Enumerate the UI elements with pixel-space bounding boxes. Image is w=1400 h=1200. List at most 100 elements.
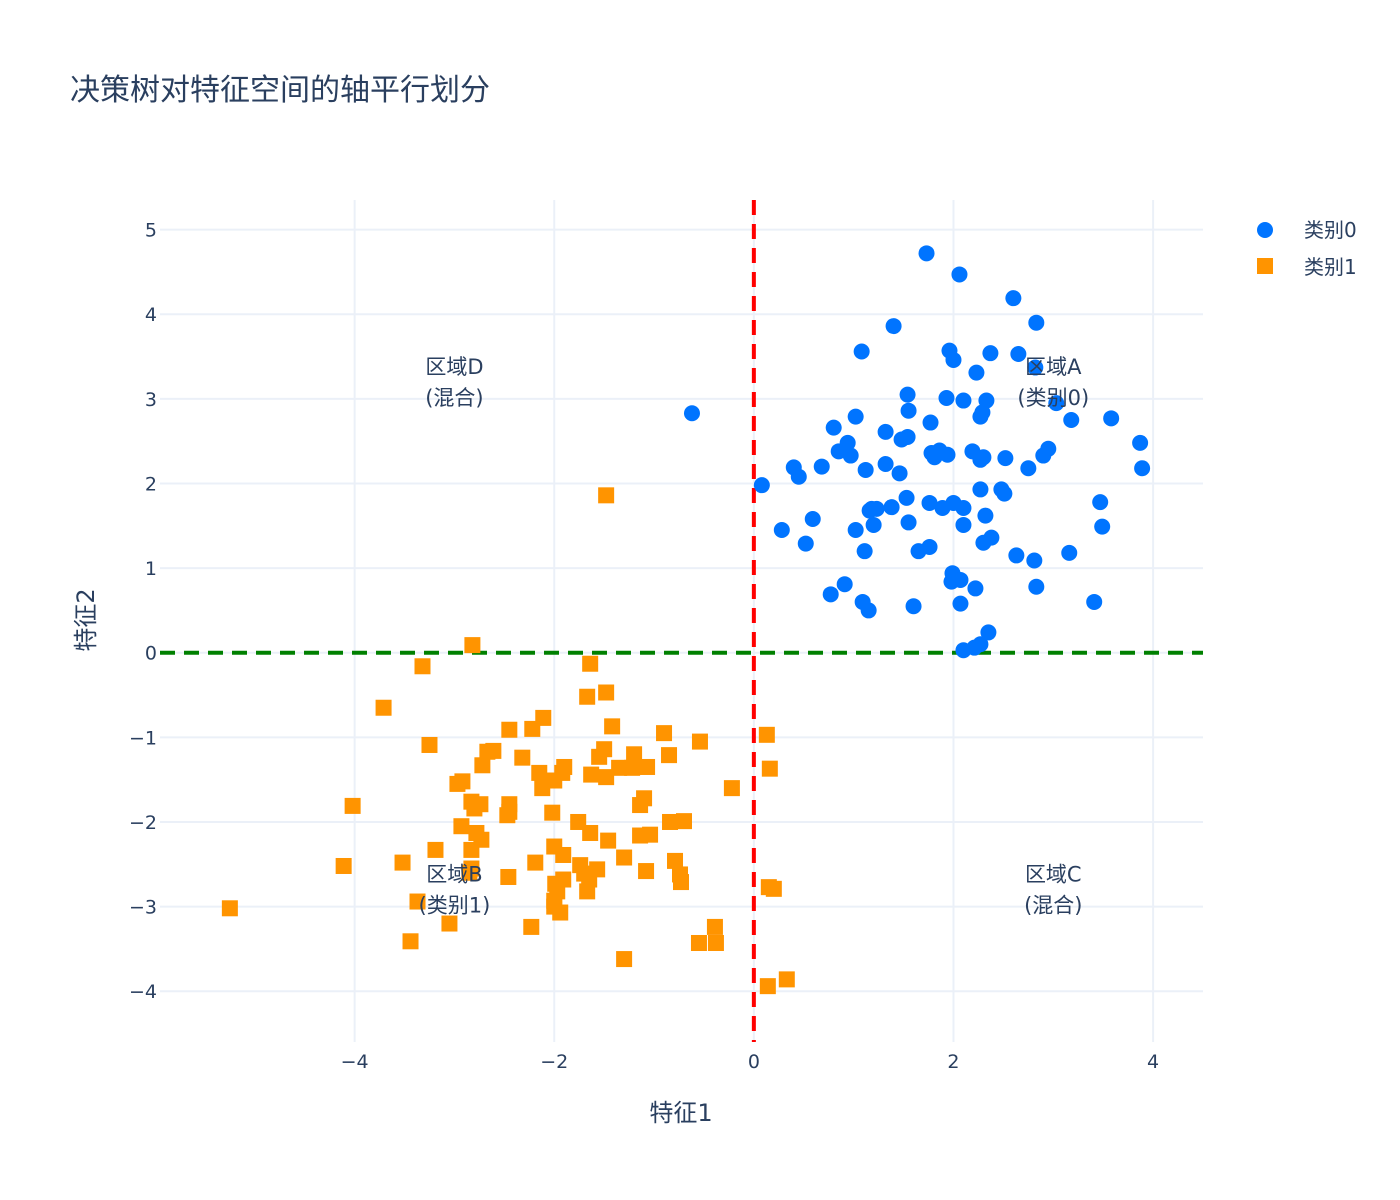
class0-point bbox=[883, 499, 900, 516]
region-label-title: 区域C bbox=[1025, 863, 1082, 887]
region-label-title: 区域D bbox=[425, 355, 483, 379]
class0-point bbox=[899, 386, 916, 403]
class0-point bbox=[885, 318, 902, 335]
tick-labels: −4 −2 0 2 4 −4 −3 −2 −1 0 1 2 3 4 5 bbox=[129, 220, 1159, 1073]
x-tick-label: −2 bbox=[540, 1051, 568, 1073]
class1-point bbox=[461, 864, 478, 881]
y-axis-title: 特征2 bbox=[72, 588, 100, 651]
class1-point bbox=[604, 718, 621, 735]
class1-point bbox=[600, 832, 617, 849]
class0-point bbox=[1086, 593, 1103, 610]
class1-point bbox=[464, 637, 481, 654]
x-tick-label: 0 bbox=[748, 1051, 760, 1073]
class0-point bbox=[900, 514, 917, 531]
class0-point bbox=[934, 500, 951, 517]
class1-point bbox=[394, 854, 411, 871]
class1-point bbox=[427, 841, 444, 858]
class1-point bbox=[616, 849, 633, 866]
class0-point bbox=[1026, 552, 1043, 569]
region-labels: 区域A (类别0) 区域B (类别1) 区域C (混合) 区域D (混合) bbox=[419, 355, 1090, 918]
class0-point bbox=[997, 450, 1014, 467]
class0-point bbox=[1027, 359, 1044, 376]
legend-label-class1: 类别1 bbox=[1304, 255, 1357, 279]
class0-point bbox=[982, 345, 999, 362]
class0-point bbox=[865, 516, 882, 533]
class1-point bbox=[758, 726, 775, 743]
class0-point bbox=[836, 576, 853, 593]
y-tick-label: −1 bbox=[129, 727, 157, 749]
y-tick-label: −3 bbox=[129, 897, 157, 919]
class0-point bbox=[955, 392, 972, 409]
chart-title: 决策树对特征空间的轴平行划分 bbox=[70, 73, 490, 108]
class1-point bbox=[576, 865, 593, 882]
data-points bbox=[221, 245, 1151, 995]
x-tick-label: 2 bbox=[947, 1051, 959, 1073]
class1-point bbox=[582, 824, 599, 841]
class1-point bbox=[661, 747, 678, 764]
class0-point bbox=[975, 534, 992, 551]
class1-point bbox=[344, 797, 361, 814]
class0-point bbox=[955, 500, 972, 517]
class1-point bbox=[626, 746, 643, 763]
class1-point bbox=[454, 773, 471, 790]
class1-point bbox=[598, 684, 615, 701]
class1-point bbox=[642, 826, 659, 843]
class1-point bbox=[441, 915, 458, 932]
class1-point bbox=[485, 742, 502, 759]
class0-point bbox=[1028, 578, 1045, 595]
class0-point bbox=[790, 468, 807, 485]
class0-point bbox=[847, 522, 864, 539]
class0-point bbox=[899, 428, 916, 445]
class1-point bbox=[463, 841, 480, 858]
class1-point bbox=[632, 797, 649, 814]
class1-point bbox=[335, 857, 352, 874]
class1-point bbox=[501, 721, 518, 738]
class0-point bbox=[813, 458, 830, 475]
class1-point bbox=[531, 764, 548, 781]
class1-point bbox=[690, 934, 707, 951]
class1-point bbox=[765, 880, 782, 897]
class0-point bbox=[1005, 290, 1022, 307]
class0-point bbox=[860, 602, 877, 619]
class0-point bbox=[1092, 494, 1109, 511]
class1-point bbox=[639, 758, 656, 775]
y-tick-label: 4 bbox=[145, 304, 157, 326]
class0-point bbox=[926, 449, 943, 466]
class0-point bbox=[955, 516, 972, 533]
class0-point bbox=[773, 522, 790, 539]
class0-point bbox=[980, 624, 997, 641]
class0-point bbox=[918, 245, 935, 262]
class0-point bbox=[853, 343, 870, 360]
x-tick-label: −4 bbox=[341, 1051, 369, 1073]
class0-point bbox=[972, 451, 989, 468]
class1-point bbox=[579, 688, 596, 705]
y-tick-label: −2 bbox=[129, 812, 157, 834]
class1-point bbox=[761, 760, 778, 777]
legend-marker-class1 bbox=[1257, 258, 1273, 274]
class1-point bbox=[544, 804, 561, 821]
class0-point bbox=[952, 595, 969, 612]
class1-point bbox=[759, 978, 776, 995]
class0-point bbox=[842, 447, 859, 464]
class0-point bbox=[952, 571, 969, 588]
class1-point bbox=[221, 900, 238, 917]
class0-point bbox=[1008, 547, 1025, 564]
class1-point bbox=[582, 655, 599, 672]
class0-point bbox=[877, 423, 894, 440]
class0-point bbox=[1028, 314, 1045, 331]
class0-point bbox=[905, 598, 922, 615]
class1-point bbox=[662, 813, 679, 830]
region-label-class: (类别0) bbox=[1017, 386, 1089, 410]
class0-point bbox=[1020, 460, 1037, 477]
class1-point bbox=[409, 893, 426, 910]
class1-point bbox=[778, 971, 795, 988]
class0-point bbox=[1035, 447, 1052, 464]
legend-label-class0: 类别0 bbox=[1304, 218, 1357, 242]
class1-point bbox=[598, 769, 615, 786]
y-tick-label: −4 bbox=[129, 981, 157, 1003]
region-label-class: (类别1) bbox=[419, 894, 491, 918]
class1-point bbox=[611, 759, 628, 776]
legend: 类别0 类别1 bbox=[1257, 218, 1357, 279]
